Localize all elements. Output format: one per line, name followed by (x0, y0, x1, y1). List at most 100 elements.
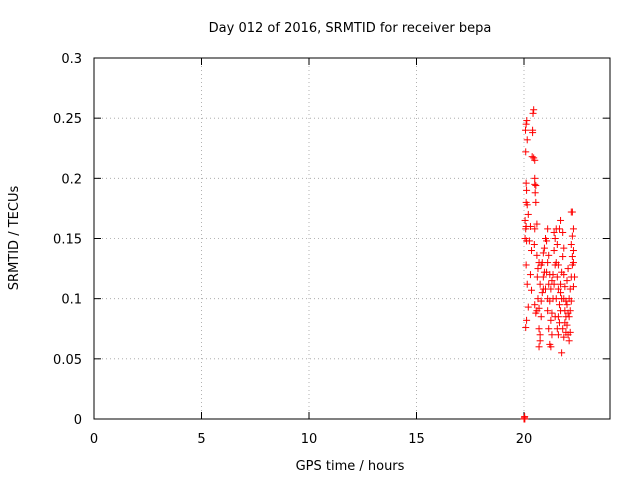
data-point (536, 280, 544, 288)
data-point (554, 261, 562, 269)
data-point (535, 343, 543, 351)
data-point (553, 273, 561, 281)
data-point (537, 313, 545, 321)
data-point (545, 251, 553, 259)
data-point (526, 222, 534, 230)
data-point (564, 265, 572, 273)
data-point (555, 225, 563, 233)
data-point (528, 153, 536, 161)
data-point (532, 198, 540, 206)
x-tick-label: 0 (90, 432, 98, 447)
data-point (521, 413, 529, 421)
data-point (566, 328, 574, 336)
data-point (535, 304, 543, 312)
data-point (567, 297, 575, 305)
data-point (539, 249, 547, 257)
data-point (553, 241, 561, 249)
data-point (531, 225, 539, 233)
data-point (550, 247, 558, 255)
data-point (548, 331, 556, 339)
x-tick-label: 5 (197, 432, 205, 447)
data-point (523, 186, 531, 194)
data-point (545, 325, 553, 333)
data-point (532, 182, 540, 190)
data-point (522, 179, 530, 187)
axis-ticks: 0 0.05 0.1 0.15 0.2 0.25 0.3 0 5 10 15 20 (53, 52, 610, 447)
data-point (543, 237, 551, 245)
data-point (548, 309, 556, 317)
data-point (522, 120, 530, 128)
data-point (540, 244, 548, 252)
data-point (548, 277, 556, 285)
data-point (566, 307, 574, 315)
data-point (538, 289, 546, 297)
data-point (550, 280, 558, 288)
x-tick-label: 15 (408, 432, 425, 447)
data-point (560, 244, 568, 252)
data-point (531, 174, 539, 182)
data-point (522, 148, 530, 156)
data-point (523, 316, 531, 324)
data-point (525, 237, 533, 245)
data-point (550, 228, 558, 236)
data-point (521, 216, 529, 224)
y-tick-label: 0.3 (61, 52, 82, 67)
data-point (528, 286, 536, 294)
data-point (544, 259, 552, 267)
data-point (568, 208, 576, 216)
data-point (567, 241, 575, 249)
data-point (557, 289, 565, 297)
data-point (565, 313, 573, 321)
data-point (561, 283, 569, 291)
data-point (529, 109, 537, 117)
data-point (563, 277, 571, 285)
data-point (563, 301, 571, 309)
data-point (531, 180, 539, 188)
data-point (557, 280, 565, 288)
data-point (560, 271, 568, 279)
data-point (531, 301, 539, 309)
data-point (539, 273, 547, 281)
data-point (559, 325, 567, 333)
data-point (534, 265, 542, 273)
data-point (533, 220, 541, 228)
data-point (568, 232, 576, 240)
data-point (569, 247, 577, 255)
data-point (559, 228, 567, 236)
data-point (552, 295, 560, 303)
data-point (547, 343, 555, 351)
y-tick-label: 0.1 (61, 293, 82, 308)
data-point (569, 225, 577, 233)
data-point (549, 271, 557, 279)
data-point (535, 325, 543, 333)
data-point (551, 313, 559, 321)
data-point (531, 189, 539, 197)
y-tick-label: 0 (74, 413, 82, 428)
data-point (528, 247, 536, 255)
data-point (537, 297, 545, 305)
y-axis-label: SRMTID / TECUs (7, 186, 22, 291)
data-point (529, 126, 537, 134)
x-tick-label: 10 (301, 432, 318, 447)
x-tick-label: 20 (516, 432, 533, 447)
data-point (523, 136, 531, 144)
data-point (522, 198, 530, 206)
data-point (530, 241, 538, 249)
data-point (560, 295, 568, 303)
data-point (557, 216, 565, 224)
data-point (523, 117, 531, 125)
data-point (544, 225, 552, 233)
data-point (522, 261, 530, 269)
data-point (531, 156, 539, 164)
data-point (523, 280, 531, 288)
data-points (520, 106, 579, 423)
y-tick-label: 0.15 (53, 233, 82, 248)
data-point (547, 285, 555, 293)
x-axis-label: GPS time / hours (296, 459, 405, 474)
data-point (560, 333, 568, 341)
data-point (522, 126, 530, 134)
data-point (524, 303, 532, 311)
data-point (563, 321, 571, 329)
chart-title: Day 012 of 2016, SRMTID for receiver bep… (209, 21, 492, 36)
